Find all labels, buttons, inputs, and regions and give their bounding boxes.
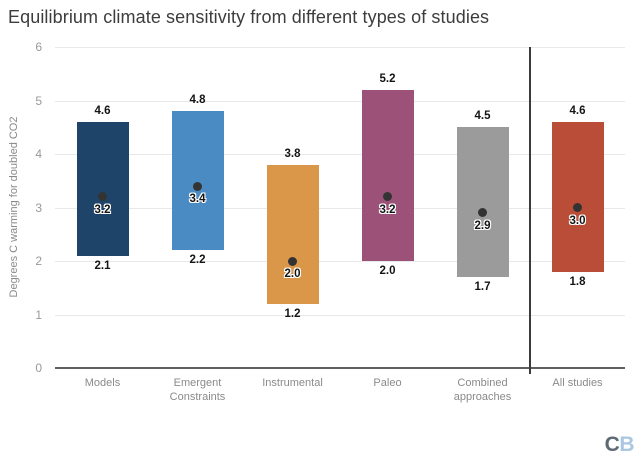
best-estimate-dot [383, 192, 392, 202]
high-value-label: 4.5 [474, 110, 491, 123]
separator-line [529, 47, 531, 374]
x-axis-category-labels: Models Emergent Constraints Instrumental Pa… [55, 376, 625, 404]
range-bar-paleo [361, 89, 414, 261]
best-estimate-dot [98, 192, 107, 202]
x-category-label: Emergent Constraints [169, 377, 226, 403]
low-value-label: 2.2 [189, 254, 206, 267]
gridline [55, 207, 625, 209]
range-bar-emergent-constraints [171, 111, 224, 251]
y-tick-label: 5 [35, 93, 42, 108]
gridline [55, 100, 625, 102]
x-category-label: Paleo [373, 377, 402, 389]
range-bar-instrumental [266, 164, 319, 304]
best-value-label: 3.4 [189, 193, 206, 206]
best-estimate-dot [573, 203, 582, 212]
x-category-label: All studies [552, 377, 603, 389]
carbonbrief-logo: CB [604, 433, 635, 457]
y-tick-label: 3 [35, 200, 42, 215]
high-value-label: 5.2 [379, 72, 396, 85]
y-tick-label: 1 [35, 307, 42, 322]
x-category-label: Models [84, 377, 121, 389]
high-value-label: 3.8 [284, 147, 301, 160]
low-value-label: 2.0 [379, 265, 396, 277]
y-tick-label: 0 [35, 361, 42, 375]
gridline [55, 314, 625, 316]
best-value-label: 3.0 [569, 214, 586, 227]
y-tick-label: 2 [35, 254, 42, 268]
high-value-label: 4.8 [189, 94, 206, 107]
x-axis-line [55, 367, 625, 369]
low-value-label: 1.2 [284, 307, 301, 320]
high-value-label: 4.6 [94, 104, 111, 117]
low-value-label: 2.1 [94, 259, 111, 272]
y-tick-label: 6 [35, 40, 42, 54]
best-value-label: 2.0 [284, 268, 301, 280]
best-value-label: 2.9 [474, 219, 491, 232]
gridline [55, 154, 625, 155]
x-category-label: Combined approaches [453, 377, 512, 403]
best-estimate-dot [478, 208, 487, 218]
best-value-label: 3.2 [379, 203, 396, 216]
best-estimate-dot [193, 181, 202, 191]
range-bar-models [76, 121, 129, 256]
range-bar-combined-approaches [456, 127, 509, 278]
low-value-label: 1.7 [474, 281, 491, 294]
y-tick-label: 4 [35, 147, 42, 161]
high-value-label: 4.6 [569, 104, 586, 117]
best-estimate-dot [288, 256, 297, 266]
chart-title: Equilibrium climate sensitivity from dif… [8, 7, 490, 27]
logo-letter-b: B [619, 433, 634, 456]
gridline [55, 47, 625, 48]
plot-area: 4.6 2.1 3.2 4.8 2.2 3.4 3.8 1.2 2.0 5.2 2.0 3.2 4.5 1… [55, 47, 625, 374]
low-value-label: 1.8 [569, 275, 586, 288]
gridline [55, 261, 625, 262]
best-value-label: 3.2 [94, 203, 111, 216]
logo-letter-c: C [604, 433, 620, 456]
x-category-label: Instrumental [262, 377, 323, 389]
range-bar-all-studies [551, 121, 604, 272]
